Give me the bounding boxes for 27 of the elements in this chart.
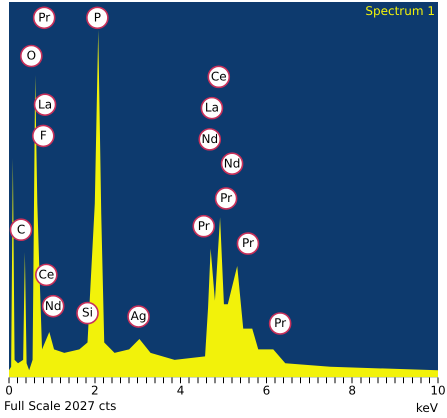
annotation: F — [40, 128, 47, 143]
x-tick-label: 10 — [430, 384, 446, 398]
annotation: Nd — [224, 156, 240, 170]
annotation: La — [38, 97, 52, 112]
x-axis-title: keV — [416, 400, 439, 415]
annotation: La — [204, 100, 219, 115]
text: Full Scale 2027 cts — [4, 399, 116, 414]
annotation: Pr — [274, 316, 286, 330]
x-tick-label: 0 — [5, 384, 13, 398]
annotation: Pr — [242, 236, 254, 250]
annotation: Pr — [198, 218, 210, 233]
annotation: Ce — [38, 268, 54, 282]
annotation: Si — [82, 306, 93, 320]
annotation: Ag — [130, 309, 146, 324]
x-tick-label: 2 — [90, 384, 99, 398]
annotation: Nd — [44, 298, 62, 313]
x-tick-label: 4 — [176, 384, 184, 398]
text: Pr — [38, 10, 50, 24]
annotation: O — [26, 48, 36, 63]
x-tick-label: 6 — [262, 384, 270, 398]
annotation: C — [16, 222, 26, 236]
annotation: Nd — [201, 132, 218, 146]
x-tick-label: 8 — [348, 384, 356, 398]
annotation: Pr — [220, 191, 232, 206]
text: P — [94, 10, 101, 24]
annotation: Ce — [210, 69, 227, 84]
text: Spectrum 1 — [365, 4, 435, 18]
